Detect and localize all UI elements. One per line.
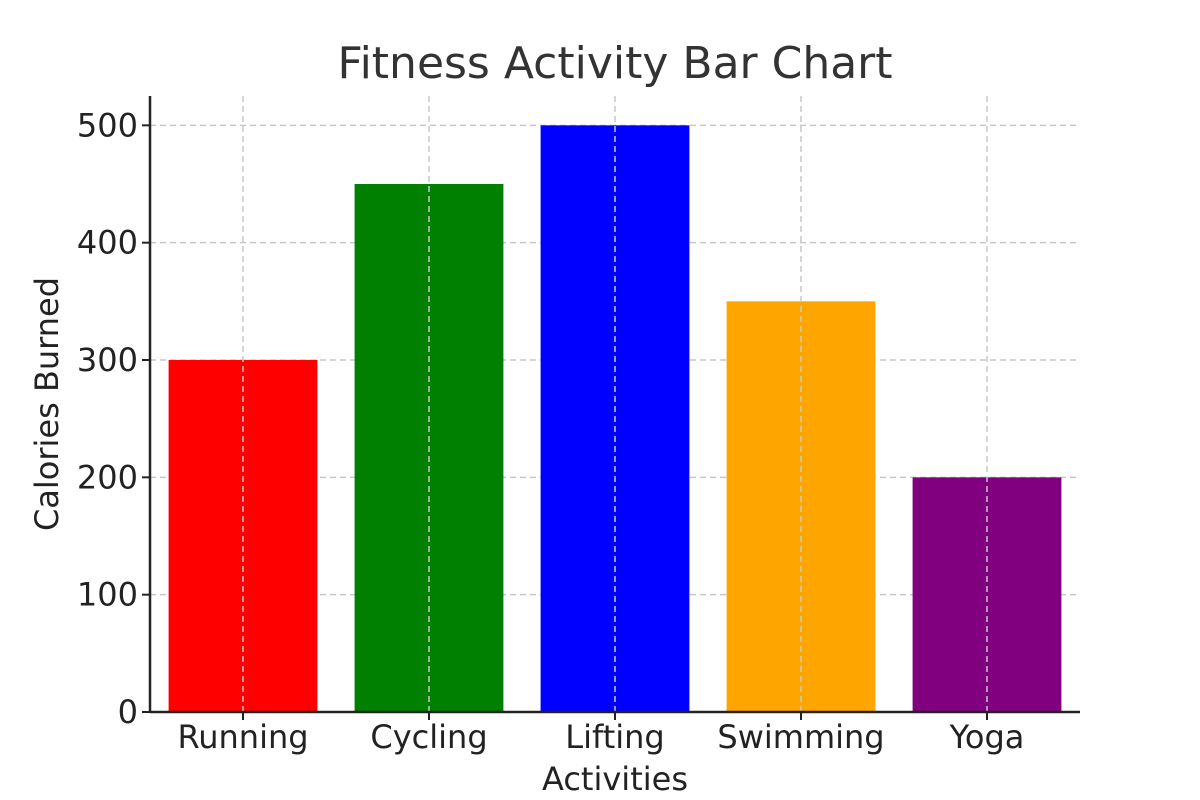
- y-tick-label: 500: [77, 106, 138, 144]
- y-tick-label: 100: [77, 576, 138, 614]
- x-axis-label: Activities: [542, 760, 688, 798]
- y-tick-label: 400: [77, 224, 138, 262]
- y-tick-label: 300: [77, 341, 138, 379]
- y-tick-label: 0: [118, 693, 138, 731]
- x-tick-label: Cycling: [370, 718, 487, 756]
- y-tick-label: 200: [77, 458, 138, 496]
- x-tick-label: Swimming: [717, 718, 884, 756]
- vertical-grid-layer: [242, 96, 988, 712]
- x-tick-label: Running: [177, 718, 308, 756]
- x-tick-label: Lifting: [565, 718, 664, 756]
- chart-title: Fitness Activity Bar Chart: [337, 38, 892, 89]
- y-axis-label: Calories Burned: [28, 277, 66, 531]
- x-tick-label: Yoga: [949, 718, 1025, 756]
- ticks-layer: 0 100 200 300 400 500 Running Cycling Lifting Swi…: [77, 106, 1024, 756]
